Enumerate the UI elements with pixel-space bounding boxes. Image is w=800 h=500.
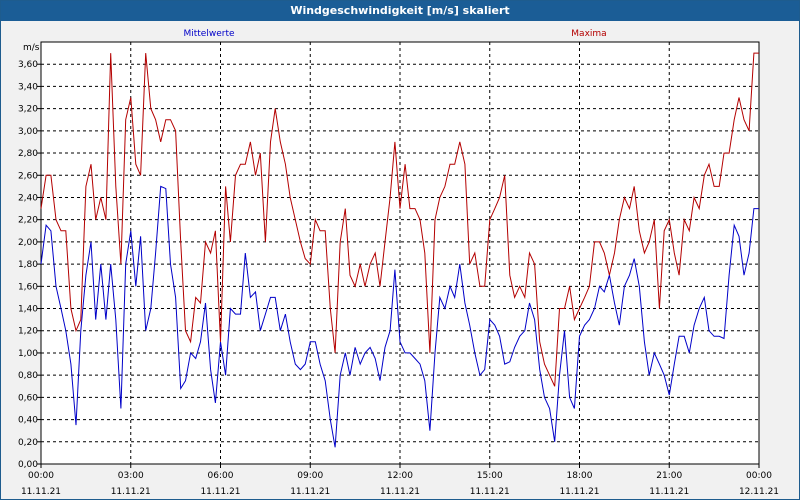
series-lines (40, 52, 759, 448)
y-tick-label: 1,80 (18, 260, 38, 270)
y-tick-label: 1,20 (18, 327, 38, 337)
x-tick-label-time: 15:00 (477, 471, 503, 481)
x-tick-label-time: 03:00 (118, 471, 144, 481)
x-tick-label-date: 11.11.21 (290, 487, 330, 497)
y-tick-label: 0,60 (18, 393, 38, 403)
x-tick-label-date: 11.11.21 (649, 487, 689, 497)
y-tick-label: 2,00 (18, 238, 38, 248)
legend: Mittelwerte Maxima (183, 29, 606, 39)
y-tick-label: 0,20 (18, 438, 38, 448)
x-tick-label-date: 12.11.21 (739, 487, 779, 497)
y-tick-label: 1,00 (18, 349, 38, 359)
x-tick-label-time: 21:00 (656, 471, 682, 481)
x-tick-label-time: 18:00 (567, 471, 593, 481)
x-tick-label-time: 00:00 (746, 471, 772, 481)
y-tick-label: 0,40 (18, 416, 38, 426)
x-tick-label-time: 12:00 (387, 471, 413, 481)
x-tick-label-time: 00:00 (28, 471, 54, 481)
x-axis-ticks: 00:00 11.11.21 03:00 11.11.21 06:00 11.11.21 0… (21, 464, 779, 497)
y-tick-label: 0,00 (18, 460, 38, 470)
x-tick-label-date: 11.11.21 (559, 487, 599, 497)
y-tick-label: 2,40 (18, 193, 38, 203)
y-tick-label: 3,00 (18, 127, 38, 137)
y-tick-label: 1,60 (18, 282, 38, 292)
x-tick-label-time: 09:00 (297, 471, 323, 481)
legend-label-maxima: Maxima (571, 29, 606, 39)
legend-label-mittelwerte: Mittelwerte (183, 29, 234, 39)
x-tick-label-date: 11.11.21 (470, 487, 510, 497)
y-axis-label: m/s (23, 43, 40, 53)
y-tick-label: 3,60 (18, 60, 38, 70)
x-tick-label-time: 06:00 (208, 471, 234, 481)
line-chart: 0,00 0,20 0,40 0,60 0,80 1,00 1,20 1,40 1,60 1,80… (18, 29, 779, 497)
chart-title: Windgeschwindigkeit [m/s] skaliert (1, 1, 799, 21)
y-axis-ticks: 0,00 0,20 0,40 0,60 0,80 1,00 1,20 1,40 1,60 1,80… (18, 60, 41, 470)
series-line-maxima (40, 52, 759, 387)
y-tick-label: 2,80 (18, 149, 38, 159)
x-tick-label-date: 11.11.21 (111, 487, 151, 497)
y-tick-label: 1,40 (18, 305, 38, 315)
y-tick-label: 2,60 (18, 171, 38, 181)
y-tick-label: 3,20 (18, 105, 38, 115)
y-tick-label: 3,40 (18, 82, 38, 92)
x-tick-label-date: 11.11.21 (21, 487, 61, 497)
grid-lines (41, 42, 759, 464)
x-tick-label-date: 11.11.21 (380, 487, 420, 497)
y-tick-label: 2,20 (18, 216, 38, 226)
x-tick-label-date: 11.11.21 (200, 487, 240, 497)
series-line-mittelwerte (40, 185, 759, 448)
y-tick-label: 0,80 (18, 371, 38, 381)
